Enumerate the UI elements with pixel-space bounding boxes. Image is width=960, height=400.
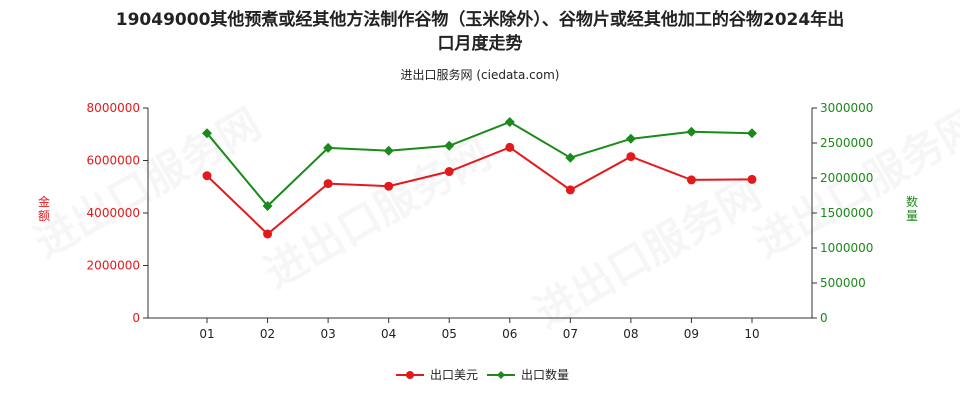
left-tick-label: 4000000 (87, 206, 140, 220)
series-1-point (263, 229, 273, 239)
series-2-point (262, 201, 273, 211)
legend-label-1: 出口美元 (430, 368, 478, 382)
series-1-point (202, 171, 212, 181)
series-1-point (444, 167, 454, 177)
left-tick-label: 8000000 (87, 101, 140, 115)
series-line-2 (206, 120, 753, 208)
series-1-point (686, 175, 696, 185)
right-tick-label: 500000 (820, 276, 866, 290)
chart-title-line2: 口月度走势 (437, 34, 523, 54)
x-tick-label: 05 (442, 327, 457, 341)
x-tick-label: 06 (502, 327, 517, 341)
series-1-point (747, 174, 757, 184)
series-2-point (504, 117, 515, 127)
x-tick-label: 03 (320, 327, 335, 341)
right-tick-label: 0 (820, 311, 828, 325)
chart-title-line1: 19049000其他预煮或经其他方法制作谷物（玉米除外）、谷物片或经其他加工的谷… (115, 10, 845, 30)
x-tick-label: 04 (381, 327, 396, 341)
x-tick-label: 08 (623, 327, 638, 341)
series-2-point (202, 128, 212, 139)
series-2-point (383, 145, 394, 156)
right-tick-label: 2000000 (820, 171, 873, 185)
series-1-point (323, 179, 333, 189)
x-tick-label: 02 (260, 327, 275, 341)
series-1-point (565, 185, 575, 195)
right-tick-label: 1500000 (820, 206, 873, 220)
series-1-point (384, 181, 394, 191)
series-1-point (626, 152, 636, 162)
series-2-point (625, 133, 636, 144)
series-2-point (686, 126, 697, 137)
left-tick-label: 6000000 (87, 154, 140, 168)
legend-label-2: 出口数量 (521, 367, 569, 382)
left-tick-label: 2000000 (87, 259, 140, 273)
right-tick-label: 1000000 (820, 241, 873, 255)
series-line-1 (206, 146, 753, 236)
right-tick-label: 3000000 (820, 101, 873, 115)
left-tick-label: 0 (132, 311, 140, 325)
left-axis-label: 金额 (38, 194, 50, 223)
legend-marker-2 (497, 371, 505, 379)
x-tick-label: 10 (744, 327, 759, 341)
right-tick-label: 2500000 (820, 136, 873, 150)
series-1-point (505, 142, 515, 152)
right-axis-label: 数量 (906, 194, 918, 223)
legend-marker-1 (406, 371, 414, 379)
x-tick-label: 09 (684, 327, 699, 341)
chart-title: 19049000其他预煮或经其他方法制作谷物（玉米除外）、谷物片或经其他加工的谷… (0, 8, 960, 56)
series-2-point (565, 152, 576, 163)
x-tick-label: 07 (563, 327, 578, 341)
series-2-point (444, 140, 455, 151)
x-tick-label: 01 (199, 327, 214, 341)
series-2-point (323, 142, 334, 153)
chart-subtitle: 进出口服务网 (ciedata.com) (400, 68, 560, 82)
series-2-point (747, 128, 757, 139)
